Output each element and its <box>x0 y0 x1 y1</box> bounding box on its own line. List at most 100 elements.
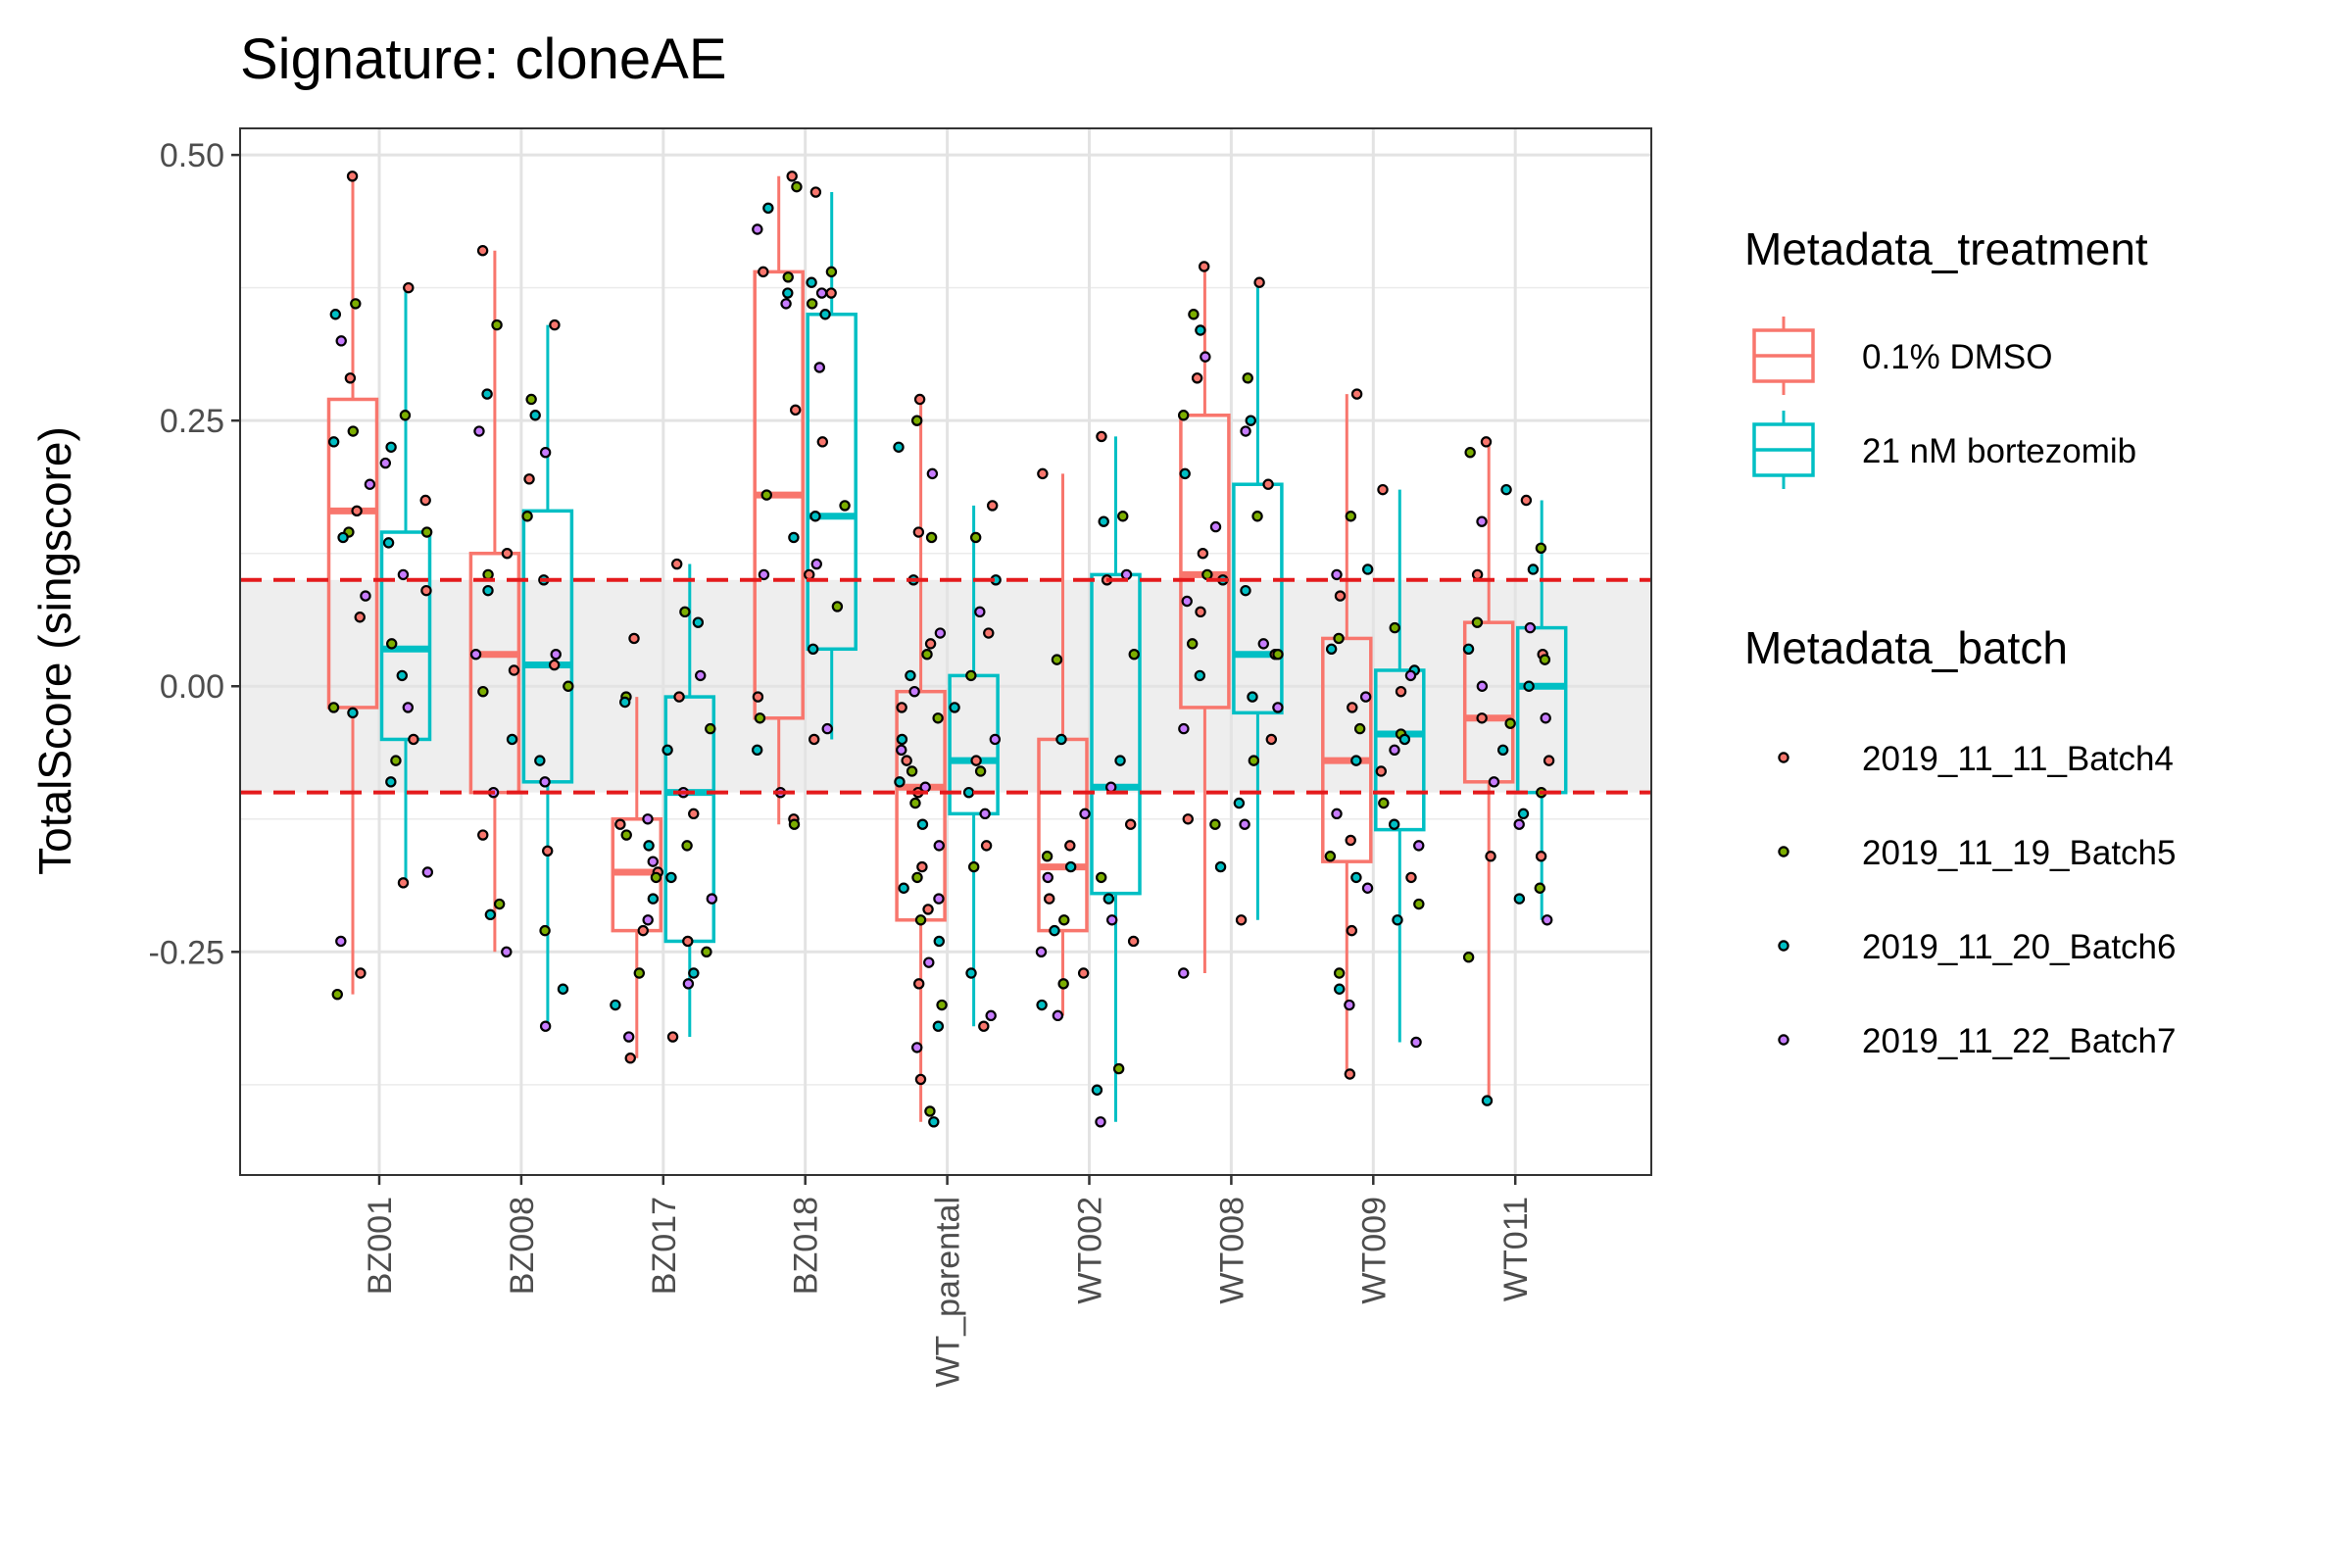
data-point <box>539 924 551 937</box>
data-point <box>1378 797 1390 809</box>
data-point <box>1513 818 1525 830</box>
x-axis: BZ001 BZ008 BZ017 BZ018 WT_parental WT002 WT00… <box>362 1175 1535 1388</box>
data-point <box>970 755 982 766</box>
data-point <box>1413 840 1425 852</box>
data-point <box>760 489 772 501</box>
data-point <box>1124 818 1137 830</box>
data-point <box>1523 680 1535 692</box>
data-point <box>484 908 497 921</box>
data-point <box>1240 584 1251 597</box>
data-point <box>1350 755 1362 766</box>
y-tick-label: 0.00 <box>160 668 224 706</box>
data-point <box>1201 568 1213 581</box>
data-point <box>1035 946 1048 958</box>
data-point <box>949 702 960 713</box>
data-point <box>1543 755 1555 766</box>
data-point <box>1542 914 1553 926</box>
data-point <box>806 276 817 288</box>
legend-treatment-label: 21 nM bortezomib <box>1862 432 2136 470</box>
data-point <box>933 893 945 905</box>
data-point <box>354 612 366 623</box>
data-point <box>1064 840 1076 852</box>
data-point <box>1405 871 1417 884</box>
data-point <box>506 733 518 746</box>
x-tick-label: WT008 <box>1213 1197 1250 1304</box>
data-point <box>477 685 489 698</box>
data-point <box>346 171 359 182</box>
data-point <box>1345 834 1356 847</box>
grid-lines <box>240 128 1651 1175</box>
data-point <box>1480 436 1493 448</box>
data-point <box>1127 935 1140 948</box>
data-point <box>408 733 419 746</box>
data-point <box>1214 860 1227 873</box>
data-point <box>386 638 398 650</box>
boxplot <box>611 697 663 1058</box>
data-point <box>1194 669 1206 682</box>
data-point <box>682 935 694 948</box>
data-point <box>928 1116 940 1128</box>
data-point <box>913 393 926 406</box>
legend-batch-label: 2019_11_20_Batch6 <box>1862 928 2177 966</box>
data-point <box>758 266 769 278</box>
data-point <box>557 983 569 995</box>
plot-panel <box>239 127 1652 1176</box>
data-point <box>807 643 819 655</box>
data-point <box>688 967 700 979</box>
data-point <box>351 505 363 517</box>
data-point <box>1389 621 1400 634</box>
boxplot <box>1462 441 1515 1102</box>
data-point <box>610 999 621 1011</box>
data-point <box>925 531 938 544</box>
data-point <box>1209 520 1222 533</box>
legend-batch: Metadata_batch 2019_11_11_Batch42019_11_… <box>1744 622 2177 1060</box>
box-body <box>1090 572 1142 896</box>
data-point <box>1535 542 1547 554</box>
data-point <box>1325 643 1338 655</box>
data-point <box>1333 967 1346 979</box>
data-point <box>563 680 574 692</box>
data-point <box>813 362 825 373</box>
data-point <box>1539 654 1551 665</box>
data-point <box>815 287 828 299</box>
data-point <box>782 271 794 283</box>
data-point <box>642 914 654 926</box>
data-point <box>1272 702 1284 713</box>
x-tick-label: WT_parental <box>930 1197 967 1388</box>
x-tick-label: BZ008 <box>504 1197 541 1295</box>
legend-batch-label: 2019_11_19_Batch5 <box>1862 834 2177 872</box>
data-point <box>1245 415 1256 426</box>
data-point <box>912 526 925 538</box>
data-point <box>1105 914 1118 926</box>
data-point <box>754 712 766 724</box>
x-tick-label: BZ018 <box>788 1197 825 1295</box>
data-point <box>539 1020 552 1032</box>
data-point <box>327 436 340 448</box>
data-point <box>924 638 937 650</box>
data-point <box>1051 654 1063 665</box>
data-point <box>1037 467 1049 480</box>
data-point <box>1520 494 1533 507</box>
data-point <box>1333 632 1345 645</box>
data-point <box>1524 621 1537 634</box>
data-point <box>534 755 546 766</box>
data-point <box>1057 978 1069 990</box>
data-point <box>1404 669 1417 682</box>
data-point <box>665 871 677 884</box>
data-point <box>1240 425 1251 437</box>
data-point <box>1476 712 1488 724</box>
data-point <box>762 202 774 215</box>
box-body <box>806 312 858 652</box>
data-point <box>421 866 434 878</box>
x-tick-label: WT009 <box>1355 1197 1393 1304</box>
data-point <box>898 882 909 894</box>
data-point <box>335 935 347 948</box>
data-point <box>1117 511 1129 522</box>
data-point <box>921 649 933 661</box>
data-point <box>1251 511 1263 522</box>
x-tick-label: WT002 <box>1072 1197 1109 1304</box>
legend-batch-keys: 2019_11_11_Batch4 2019_11_19_Batch5 2019_1… <box>1778 740 2177 1060</box>
data-point <box>397 568 410 581</box>
data-point <box>1049 924 1060 937</box>
data-point <box>385 441 397 453</box>
